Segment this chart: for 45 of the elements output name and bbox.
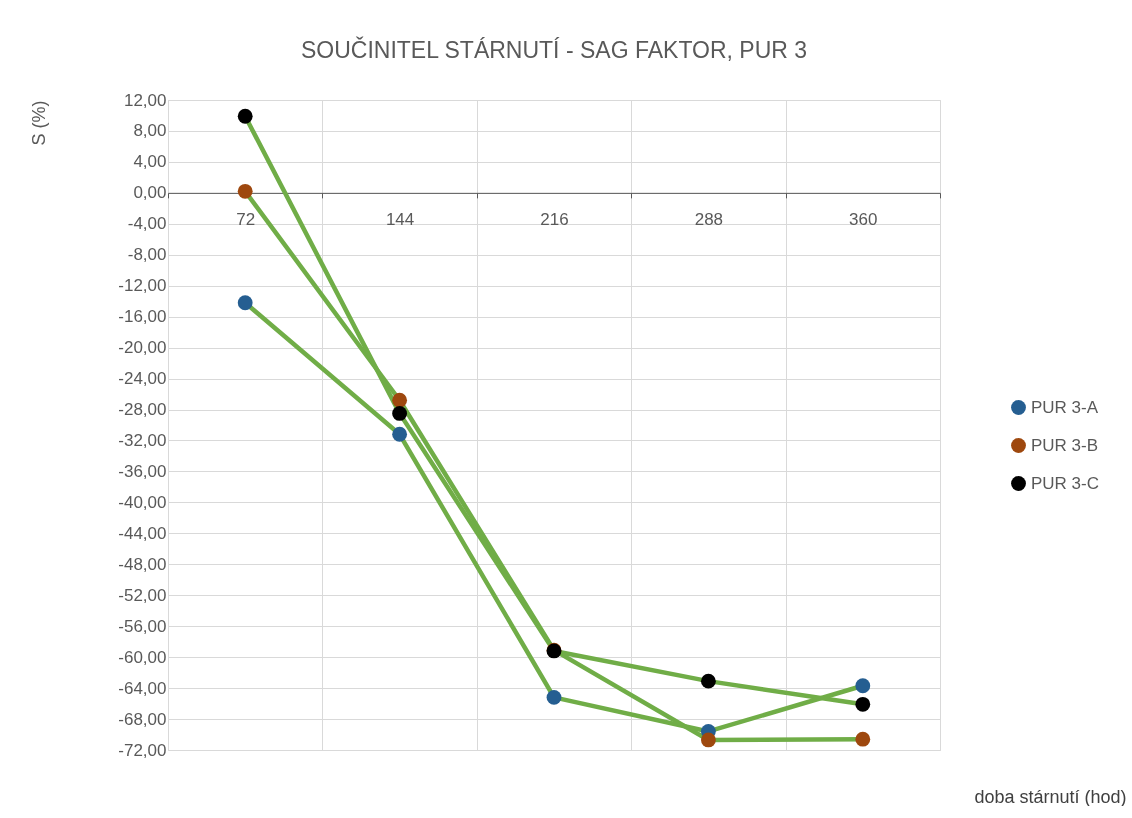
y-tick-label: -60,00 [118,647,167,667]
y-tick-label: -44,00 [118,523,167,543]
legend-label: PUR 3-C [1031,473,1100,493]
y-tick-label: -52,00 [118,585,167,605]
y-tick-label: -20,00 [118,338,167,358]
y-tick-label: -56,00 [118,616,167,636]
x-tick-label: 288 [694,210,724,230]
y-tick-label: -40,00 [118,492,167,512]
point [700,732,716,748]
x-tick-label: 72 [236,210,256,230]
point [855,731,871,747]
x-tick-label: 216 [540,210,569,230]
y-tick-label: -4,00 [127,214,167,234]
y-axis-title: S (%) [28,100,49,146]
point [392,426,408,442]
y-tick-label: -64,00 [118,678,167,698]
y-tick-label: -48,00 [118,554,167,574]
x-tick-label: 144 [385,210,415,230]
y-tick-label: -16,00 [118,307,167,327]
y-tick-label: 12,00 [123,90,167,110]
y-tick-label: -72,00 [118,740,167,760]
legend-label: PUR 3-B [1031,435,1099,455]
point [855,678,871,694]
point [700,673,716,689]
y-tick-label: -32,00 [118,430,167,450]
y-tick-label: -8,00 [127,245,167,265]
point [392,392,408,408]
legend-label: PUR 3-A [1031,397,1099,417]
y-tick-label: 0,00 [133,183,167,203]
y-tick-label: -68,00 [118,709,167,729]
y-tick-label: -28,00 [118,400,167,420]
point [237,108,253,124]
point [392,405,408,421]
y-tick-label: 4,00 [133,152,167,172]
point [237,295,253,311]
y-tick-label: -36,00 [118,461,167,481]
y-tick-label: -24,00 [118,369,167,389]
point [237,183,253,199]
x-tick-label: 360 [849,210,878,230]
point [855,696,871,712]
y-tick-label: 8,00 [133,121,167,141]
y-tick-label: -12,00 [118,276,167,296]
point [546,689,562,705]
chart-title: SOUČINITEL STÁRNUTÍ - SAG FAKTOR, PUR 3 [300,36,808,63]
x-axis-title: doba stárnutí (hod) [974,786,1127,807]
